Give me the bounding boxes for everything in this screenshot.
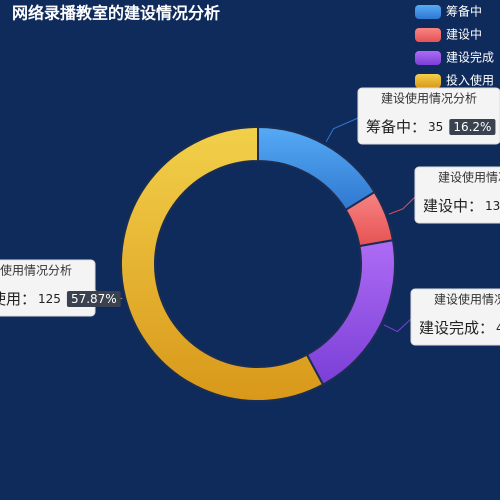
label-category: 投入使用: [0, 290, 21, 308]
donut-segment: [305, 239, 396, 386]
label-separator: ：: [468, 197, 483, 215]
legend-label: 投入使用: [446, 73, 494, 88]
leader-line: [325, 117, 359, 142]
label-title: 建设使用情况分析: [381, 91, 477, 106]
legend-label: 筹备中: [446, 4, 482, 19]
donut-segment: [120, 125, 325, 402]
label-value: 35: [428, 120, 443, 134]
label-value: 13: [485, 199, 500, 213]
label-value: 125: [38, 292, 61, 306]
label-badge: [449, 119, 496, 135]
label-category: 建设完成: [419, 319, 479, 337]
label-text: 筹备中： 35: [366, 118, 443, 136]
legend-swatch: [415, 5, 441, 19]
label-separator: ：: [479, 319, 494, 337]
label-text: 投入使用：125: [0, 290, 61, 308]
label-separator: ：: [21, 290, 36, 308]
label-percent: 57.87%: [71, 292, 117, 306]
label-title: 建设使用情况分析: [0, 263, 72, 278]
label-separator: ：: [411, 118, 426, 136]
legend-swatch: [415, 74, 441, 88]
label-percent: 16.2%: [453, 120, 491, 134]
leader-line: [383, 318, 412, 333]
label-badge: [66, 291, 121, 307]
legend-swatch: [415, 51, 441, 65]
chart-title: 网络录播教室的建设情况分析: [12, 4, 220, 23]
label-box: [414, 166, 500, 224]
label-box: [410, 288, 500, 346]
legend-label: 建设中: [446, 27, 482, 42]
label-text: 建设完成：43: [419, 319, 500, 337]
label-category: 建设中: [423, 197, 468, 215]
legend-label: 建设完成: [446, 50, 494, 65]
donut-segment: [257, 125, 376, 212]
legend-swatch: [415, 28, 441, 42]
label-text: 建设中： 13: [423, 197, 500, 215]
label-title: 建设使用情况分析: [434, 292, 500, 307]
label-category: 筹备中: [366, 118, 411, 136]
leader-line: [388, 196, 416, 215]
label-title: 建设使用情况分析: [438, 170, 500, 185]
label-value: 43: [496, 321, 500, 335]
